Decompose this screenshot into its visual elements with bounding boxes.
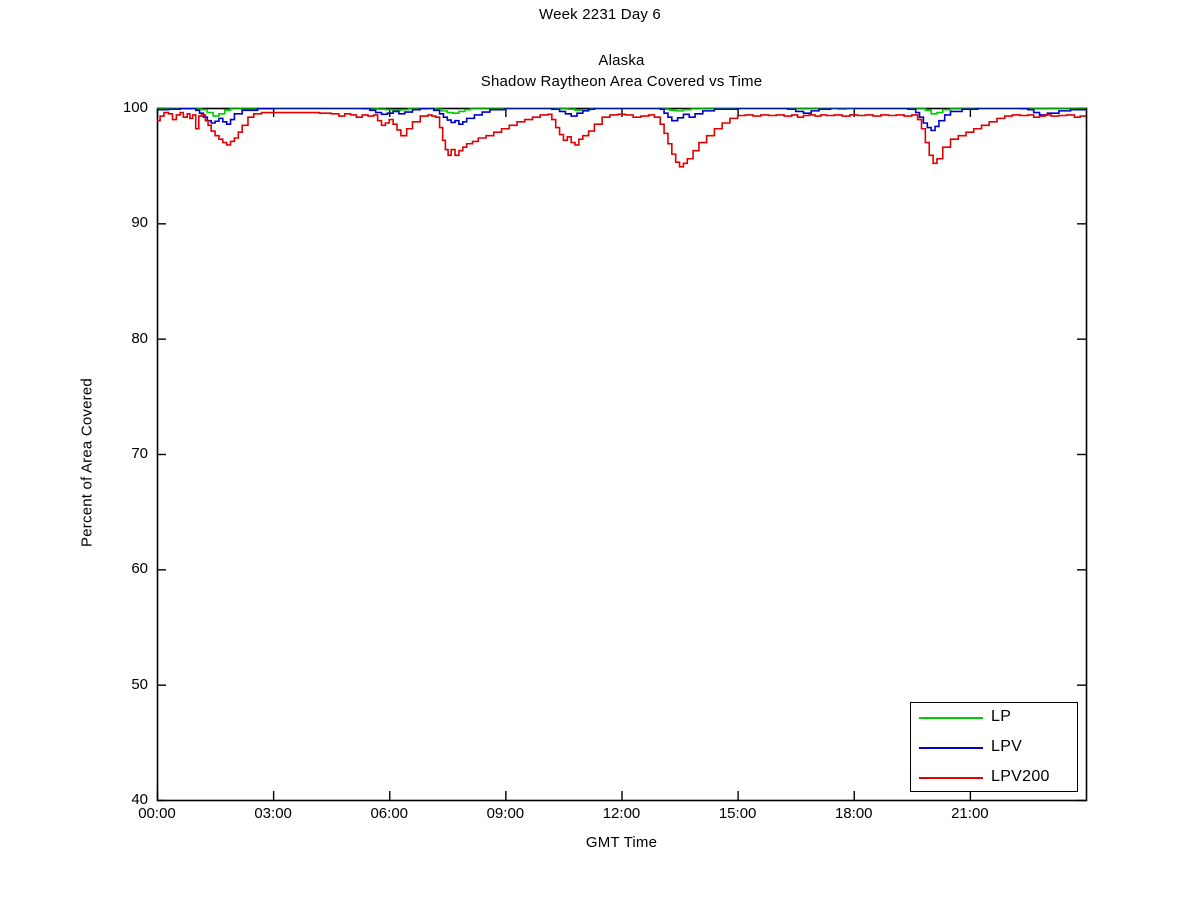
legend-swatch-lpv [919,747,983,749]
legend-label-lpv200: LPV200 [991,768,1050,785]
legend-label-lp: LP [991,708,1012,725]
y-tick-label: 90 [131,214,148,232]
x-tick-label: 09:00 [486,805,525,822]
legend-item-lpv200[interactable]: LPV200 [911,763,1079,793]
y-tick-label: 60 [131,560,148,578]
axes-title-line-2: Shadow Raytheon Area Covered vs Time [480,73,763,90]
y-tick-label: 80 [131,329,148,347]
legend-item-lp[interactable]: LP [911,703,1079,733]
x-tick-label: 18:00 [834,805,873,822]
y-tick-label: 70 [131,445,148,462]
legend-swatch-lp [919,717,983,719]
legend-label-lpv: LPV [991,738,1023,755]
x-tick-label: 06:00 [370,805,409,822]
x-tick-label: 15:00 [718,805,757,822]
x-axis-label: GMT Time [585,834,658,851]
axes-title: Alaska Shadow Raytheon Area Covered vs T… [157,50,1086,92]
axes-frame [156,107,1088,802]
figure-suptitle: Week 2231 Day 6 [539,6,661,23]
x-tick-label: 21:00 [951,805,989,822]
y-tick-label: 50 [131,675,148,693]
legend: LP LPV LPV200 [910,702,1078,792]
x-tick-label: 12:00 [602,805,641,822]
series-line-lpv [157,108,1086,132]
legend-swatch-lpv200 [919,777,983,779]
legend-item-lpv[interactable]: LPV [911,733,1079,763]
x-tick-label: 03:00 [254,805,292,822]
y-tick-label: 100 [122,99,148,116]
y-tick-label: 40 [131,791,148,808]
axes-title-line-1: Alaska [598,52,645,69]
series-line-lpv200 [157,111,1086,168]
y-axis-tick-labels: 40 50 60 70 80 90 100 [88,0,148,900]
x-tick-label: 00:00 [138,805,176,822]
